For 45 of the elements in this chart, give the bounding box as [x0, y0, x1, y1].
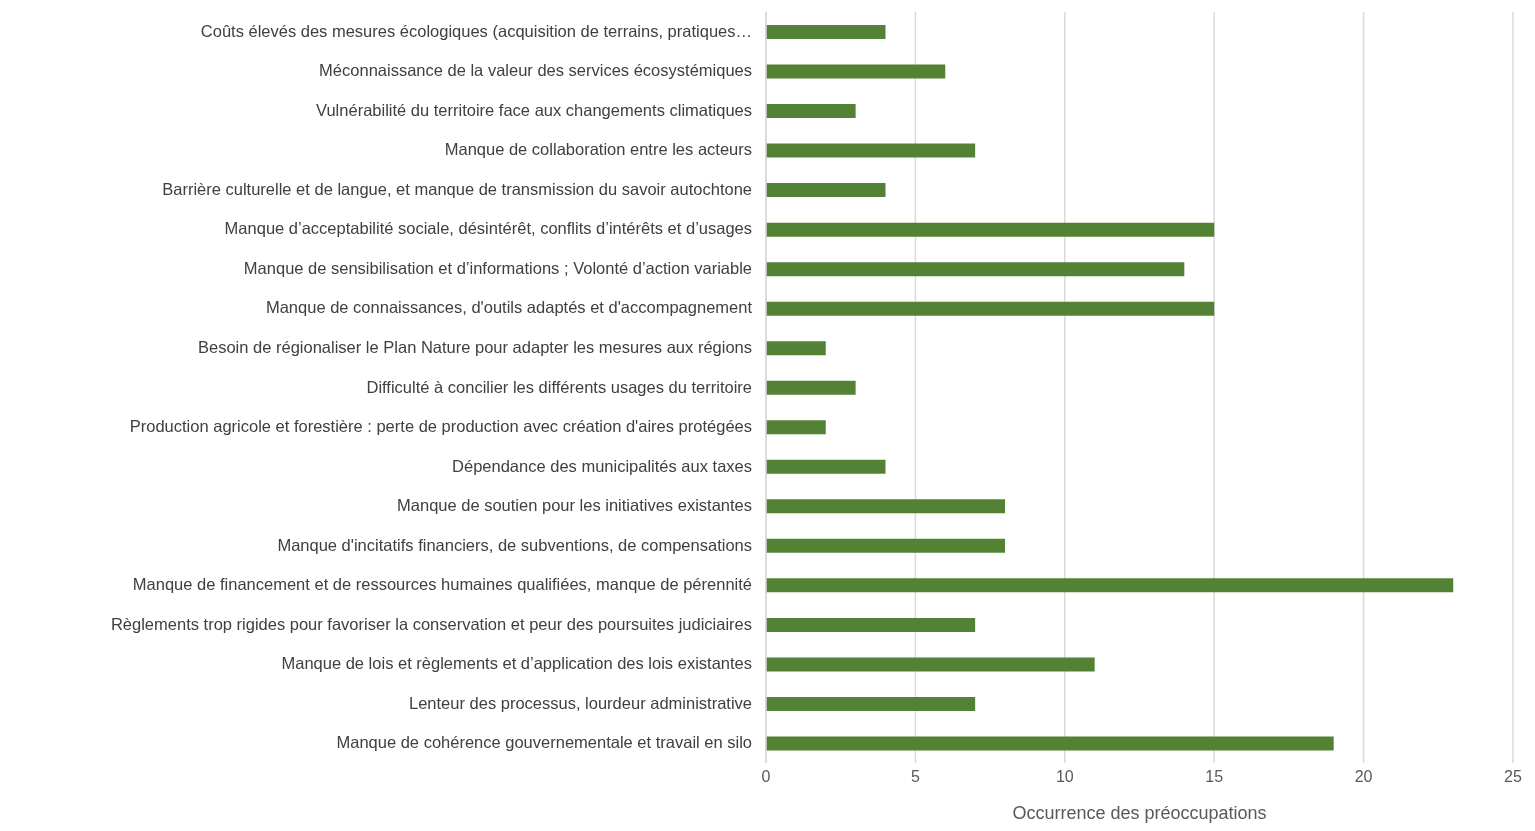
y-tick-label: Manque d’acceptabilité sociale, désintérêt, conflits d’intérêts et d’usages: [224, 219, 752, 238]
bar: [766, 380, 856, 395]
bar: [766, 617, 976, 632]
y-tick-label: Manque de collaboration entre les acteurs: [444, 140, 752, 159]
bar: [766, 459, 886, 474]
y-tick-label: Barrière culturelle et de langue, et manque de transmission du savoir autochtone: [162, 179, 752, 198]
y-tick-label: Manque de lois et règlements et d’application des lois existantes: [281, 654, 752, 673]
y-tick-label: Manque de financement et de ressources humaines qualifiées, manque de pérennité: [132, 575, 752, 594]
x-axis-title: Occurrence des préoccupations: [1012, 803, 1267, 823]
y-tick-label: Vulnérabilité du territoire face aux changements climatiques: [316, 100, 752, 119]
y-tick-label: Besoin de régionaliser le Plan Nature pour adapter les mesures aux régions: [198, 337, 752, 356]
bar: [766, 222, 1215, 237]
y-tick-label: Difficulté à concilier les différents usages du territoire: [366, 377, 752, 396]
y-tick-label: Manque de sensibilisation et d’informations ; Volonté d’action variable: [243, 258, 752, 277]
x-tick-label: 10: [1055, 768, 1074, 786]
bar: [766, 538, 1006, 553]
y-tick-label: Coûts élevés des mesures écologiques (acquisition de terrains, pratiques…: [200, 21, 752, 40]
bar: [766, 143, 976, 158]
x-tick-label: 5: [910, 768, 920, 786]
bar: [766, 420, 826, 435]
y-tick-label: Manque de cohérence gouvernementale et travail en silo: [336, 733, 752, 752]
bar: [766, 262, 1185, 277]
y-tick-label: Manque d'incitatifs financiers, de subventions, de compensations: [277, 535, 752, 554]
y-tick-label: Méconnaissance de la valeur des services écosystémiques: [319, 61, 752, 80]
y-tick-label: Règlements trop rigides pour favoriser la conservation et peur des poursuites judiciaires: [110, 614, 752, 633]
x-tick-label: 15: [1205, 768, 1224, 786]
bar: [766, 183, 886, 198]
bar: [766, 104, 856, 119]
x-tick-label: 0: [761, 768, 771, 786]
y-tick-label: Dépendance des municipalités aux taxes: [452, 456, 752, 475]
bar: [766, 341, 826, 356]
y-tick-label: Manque de connaissances, d'outils adaptés et d'accompagnement: [265, 298, 753, 317]
y-tick-label: Manque de soutien pour les initiatives existantes: [397, 496, 752, 515]
y-tick-label: Production agricole et forestière : perte de production avec création d'aires protégées: [129, 417, 752, 436]
bar: [766, 696, 976, 711]
bar: [766, 499, 1006, 514]
bar: [766, 736, 1334, 751]
bar: [766, 578, 1454, 593]
bar: [766, 64, 946, 79]
y-tick-label: Lenteur des processus, lourdeur administrative: [408, 693, 752, 712]
x-tick-label: 25: [1504, 768, 1522, 786]
bar: [766, 25, 886, 39]
x-tick-label: 20: [1354, 768, 1373, 786]
bar: [766, 657, 1095, 672]
bar: [766, 301, 1215, 316]
